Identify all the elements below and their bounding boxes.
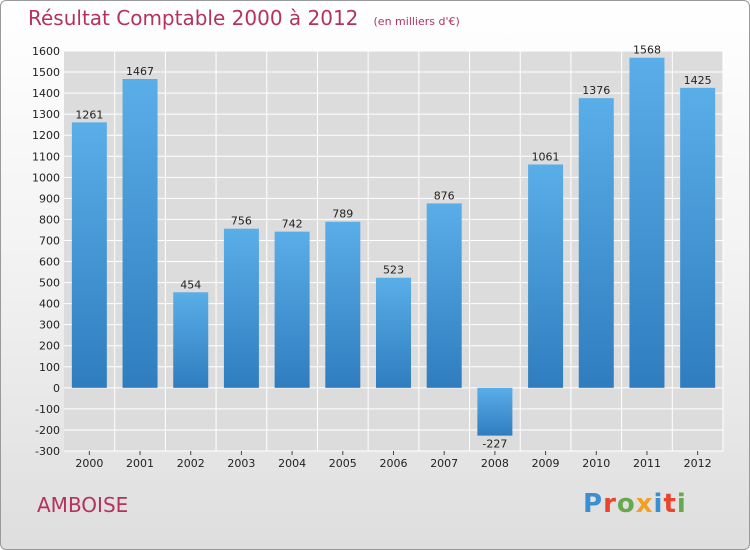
- x-tick-label: 2001: [126, 457, 154, 470]
- x-tick-label: 2000: [75, 457, 103, 470]
- y-tick-label: 100: [39, 361, 60, 374]
- y-tick-label: 300: [39, 319, 60, 332]
- bar: [477, 387, 513, 436]
- value-label: 876: [434, 189, 455, 202]
- y-tick-label: 1300: [32, 108, 60, 121]
- value-label: -227: [482, 438, 507, 451]
- bar: [173, 292, 209, 388]
- plot-area: [64, 51, 723, 451]
- logo-letter: x: [635, 489, 654, 519]
- value-label: 454: [180, 278, 201, 291]
- y-tick-label: -100: [35, 403, 60, 416]
- y-tick-label: 600: [39, 256, 60, 269]
- y-tick-label: -200: [35, 424, 60, 437]
- value-label: 789: [332, 208, 353, 221]
- y-tick-label: 700: [39, 234, 60, 247]
- y-tick-label: 1400: [32, 87, 60, 100]
- bars: [71, 57, 716, 436]
- value-label: 523: [383, 264, 404, 277]
- y-tick-label: 1000: [32, 171, 60, 184]
- value-label: 1061: [532, 150, 560, 163]
- logo-letter: P: [583, 489, 604, 519]
- x-tick-label: 2012: [684, 457, 712, 470]
- value-label: 756: [231, 215, 252, 228]
- y-axis-ticks: -300 -200 -100 0 100 200 300 400 500 600 700 800 900…: [32, 45, 60, 458]
- y-tick-label: 900: [39, 192, 60, 205]
- proxiti-logo: Proxiti: [583, 489, 687, 519]
- logo-letter: i: [653, 489, 664, 519]
- bar: [71, 122, 107, 388]
- value-label: 742: [282, 218, 303, 231]
- bar: [274, 231, 310, 388]
- value-labels: 1261 1467 454 756 742 789 523 876 -227 1061 1376 15…: [75, 44, 711, 451]
- x-tick-label: 2005: [329, 457, 357, 470]
- x-tick-label: 2009: [532, 457, 560, 470]
- value-label: 1376: [582, 84, 610, 97]
- y-tick-label: 1600: [32, 45, 60, 58]
- y-tick-label: 1500: [32, 66, 60, 79]
- logo-letter: i: [676, 489, 687, 519]
- value-label: 1261: [75, 108, 103, 121]
- title-area: Résultat Comptable 2000 à 2012 (en milli…: [28, 6, 460, 30]
- y-tick-label: 0: [53, 382, 60, 395]
- y-tick-label: 200: [39, 340, 60, 353]
- bar: [376, 277, 411, 388]
- bar: [629, 57, 665, 388]
- logo-letter: t: [663, 489, 677, 519]
- y-tick-label: 400: [39, 298, 60, 311]
- place-name: AMBOISE: [37, 493, 129, 517]
- x-tick-label: 2008: [481, 457, 509, 470]
- x-tick-label: 2010: [582, 457, 610, 470]
- bar: [578, 98, 614, 388]
- bar: [680, 87, 716, 388]
- y-tick-label: 800: [39, 213, 60, 226]
- bar: [528, 164, 564, 388]
- x-tick-label: 2011: [633, 457, 661, 470]
- bar: [426, 203, 462, 388]
- bar: [122, 79, 158, 388]
- x-tick-label: 2004: [278, 457, 306, 470]
- bar: [325, 221, 361, 388]
- chart-subtitle: (en milliers d'€): [373, 15, 460, 28]
- value-label: 1568: [633, 44, 661, 57]
- y-tick-label: 1100: [32, 150, 60, 163]
- x-tick-label: 2002: [177, 457, 205, 470]
- x-tick-label: 2003: [227, 457, 255, 470]
- chart-title: Résultat Comptable 2000 à 2012: [28, 6, 359, 30]
- logo-letter: r: [603, 489, 617, 519]
- y-tick-label: 1200: [32, 129, 60, 142]
- y-tick-label: 500: [39, 277, 60, 290]
- x-tick-label: 2006: [380, 457, 408, 470]
- y-tick-label: -300: [35, 445, 60, 458]
- value-label: 1467: [126, 65, 154, 78]
- x-tick-label: 2007: [430, 457, 458, 470]
- logo-letter: o: [616, 489, 636, 519]
- bar: [223, 228, 259, 388]
- x-axis-ticks: 2000 2001 2002 2003 2004 2005 2006 2007 2008 2009…: [75, 451, 712, 470]
- value-label: 1425: [684, 74, 712, 87]
